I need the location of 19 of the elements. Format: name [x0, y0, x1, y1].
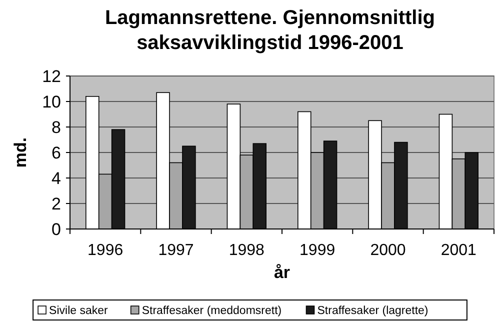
x-tick-label: 1997: [158, 242, 194, 259]
y-tick-label: 8: [52, 118, 61, 137]
legend-label: Straffesaker (lagrette): [317, 305, 428, 317]
x-tick-label: 1999: [300, 242, 336, 259]
y-tick-label: 12: [42, 66, 61, 86]
legend-label: Sivile saker: [49, 305, 108, 317]
y-tick-label: 10: [42, 92, 61, 112]
x-tick-label: 2000: [370, 242, 406, 259]
y-axis-title: md.: [11, 137, 30, 168]
x-axis-title: år: [274, 263, 290, 282]
legend-label: Straffesaker (meddomsrett): [142, 305, 282, 317]
y-tick-label: 0: [52, 220, 61, 239]
y-tick-label: 4: [52, 168, 61, 188]
chart-title: Lagmannsrettene. Gjennomsnittlig saksavviklingstid 1996-2001: [104, 7, 436, 54]
x-tick-label: 1998: [228, 242, 265, 259]
y-tick-label: 6: [52, 143, 61, 162]
x-tick-label: 2001: [440, 242, 477, 259]
y-tick-label: 2: [52, 194, 61, 214]
x-tick-label: 1996: [88, 242, 124, 259]
